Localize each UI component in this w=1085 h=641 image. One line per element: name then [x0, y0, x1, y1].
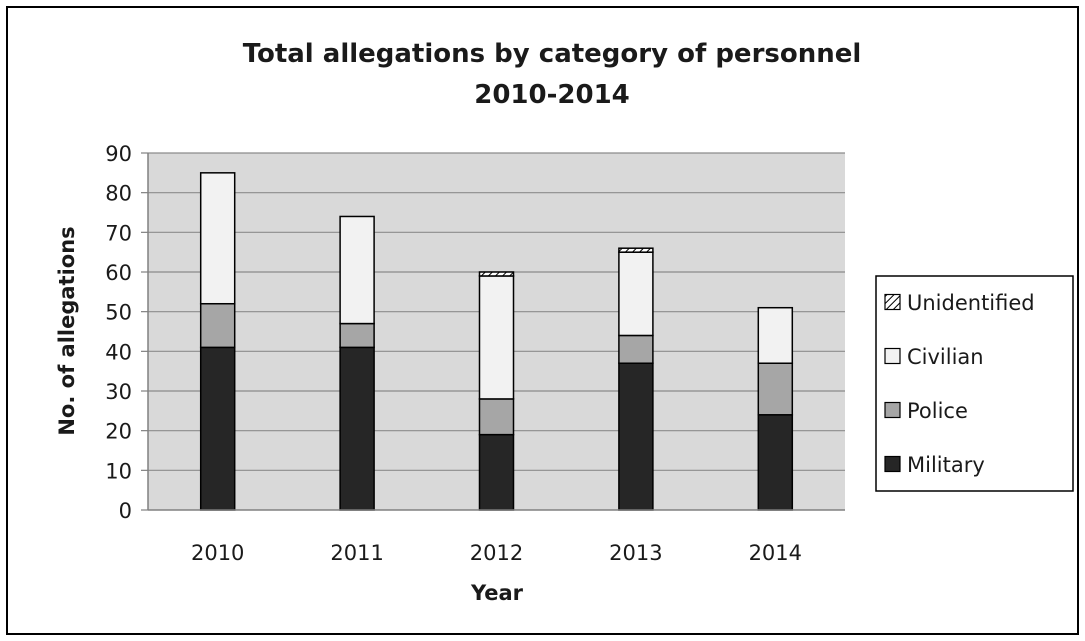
legend-box: [875, 275, 1074, 492]
bar-segment-police: [757, 362, 794, 416]
bar-segment-police: [618, 334, 654, 364]
bar-segment-military: [478, 433, 515, 511]
bar-segment-unidentified: [478, 271, 515, 277]
bar-segment-civilian: [757, 306, 794, 364]
y-tick-label: 60: [105, 261, 132, 285]
x-axis-ticks: 2010 2011 2012 2013 2014: [191, 541, 802, 565]
bar-segment-police: [339, 322, 375, 349]
x-tick-label: 2012: [470, 541, 523, 565]
y-tick-label: 80: [105, 182, 132, 206]
y-tick-label: 70: [105, 221, 132, 245]
y-axis-ticks: 0 10 20 30 40 50 60 70 80 90: [105, 142, 148, 523]
y-tick-label: 30: [105, 380, 132, 404]
chart-title-line-2: 2010-2014: [474, 80, 630, 110]
y-axis-title: No. of allegations: [55, 226, 79, 435]
legend: Unidentified Civilian Police Military: [884, 291, 1035, 477]
bar-segment-civilian: [618, 251, 654, 337]
bar-segment-military: [757, 414, 794, 511]
bar-segment-civilian: [339, 215, 375, 325]
x-axis-title: Year: [470, 581, 524, 605]
x-tick-label: 2011: [330, 541, 383, 565]
y-tick-label: 90: [105, 142, 132, 166]
bar-segment-unidentified: [618, 247, 654, 253]
legend-swatch-unidentified: [884, 293, 901, 311]
bar-segment-police: [199, 302, 236, 349]
y-tick-label: 50: [105, 301, 132, 325]
bar-segment-military: [199, 346, 236, 511]
y-tick-label: 20: [105, 420, 132, 444]
bar-segment-police: [478, 398, 515, 436]
y-tick-label: 0: [119, 499, 132, 523]
x-tick-label: 2014: [749, 541, 802, 565]
y-tick-label: 10: [105, 459, 132, 483]
x-tick-label: 2013: [609, 541, 662, 565]
y-tick-label: 40: [105, 340, 132, 364]
bar-segment-military: [339, 346, 375, 511]
legend-label-police: Police: [907, 399, 968, 423]
legend-label-civilian: Civilian: [907, 345, 984, 369]
bar-segment-civilian: [478, 275, 515, 400]
legend-swatch-military: [884, 455, 901, 473]
x-tick-label: 2010: [191, 541, 244, 565]
bar-segment-civilian: [199, 172, 236, 305]
chart-title-line-1: Total allegations by category of personn…: [243, 39, 862, 69]
legend-label-unidentified: Unidentified: [907, 291, 1035, 315]
bar-segment-military: [618, 362, 654, 511]
legend-swatch-civilian: [884, 347, 901, 365]
legend-label-military: Military: [907, 453, 985, 477]
legend-swatch-police: [884, 401, 901, 419]
